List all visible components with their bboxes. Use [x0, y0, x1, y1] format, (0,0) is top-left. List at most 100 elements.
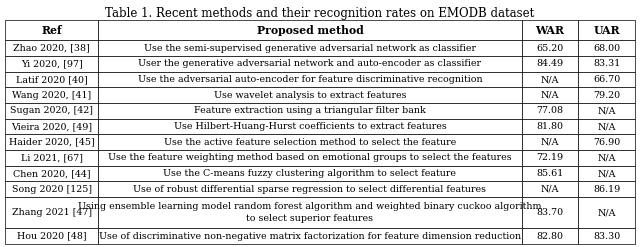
Bar [579, 87, 635, 103]
Bar [99, 197, 522, 228]
Text: 83.31: 83.31 [593, 59, 620, 68]
Bar [99, 134, 522, 150]
Text: N/A: N/A [541, 138, 559, 147]
Text: Use the semi-supervised generative adversarial network as classifier: Use the semi-supervised generative adver… [144, 44, 476, 53]
Text: N/A: N/A [597, 153, 616, 162]
Bar [99, 166, 522, 181]
Bar [579, 20, 635, 40]
Bar [5, 181, 99, 197]
Text: Use wavelet analysis to extract features: Use wavelet analysis to extract features [214, 91, 406, 100]
Bar [522, 228, 579, 244]
Bar [99, 56, 522, 72]
Bar [522, 87, 579, 103]
Text: Use Hilbert-Huang-Hurst coefficients to extract features: Use Hilbert-Huang-Hurst coefficients to … [173, 122, 446, 131]
Bar [579, 56, 635, 72]
Bar [5, 72, 99, 87]
Bar [5, 40, 99, 56]
Text: Sugan 2020, [42]: Sugan 2020, [42] [10, 106, 93, 115]
Text: 85.61: 85.61 [536, 169, 564, 178]
Bar [522, 134, 579, 150]
Text: 76.90: 76.90 [593, 138, 620, 147]
Text: Li 2021, [67]: Li 2021, [67] [20, 153, 83, 162]
Text: 83.30: 83.30 [593, 232, 620, 241]
Text: Wang 2020, [41]: Wang 2020, [41] [12, 91, 92, 100]
Bar [99, 72, 522, 87]
Bar [99, 181, 522, 197]
Text: 81.80: 81.80 [536, 122, 563, 131]
Text: Proposed method: Proposed method [257, 25, 364, 36]
Bar [579, 166, 635, 181]
Text: Use the active feature selection method to select the feature: Use the active feature selection method … [164, 138, 456, 147]
Bar [99, 20, 522, 40]
Text: UAR: UAR [593, 25, 620, 36]
Text: N/A: N/A [541, 185, 559, 194]
Text: Use the feature weighting method based on emotional groups to select the feature: Use the feature weighting method based o… [108, 153, 512, 162]
Text: 65.20: 65.20 [536, 44, 564, 53]
Bar [99, 103, 522, 119]
Text: 66.70: 66.70 [593, 75, 620, 84]
Bar [5, 56, 99, 72]
Bar [522, 20, 579, 40]
Text: N/A: N/A [597, 208, 616, 217]
Text: Use of robust differential sparse regression to select differential features: Use of robust differential sparse regres… [133, 185, 486, 194]
Text: Table 1. Recent methods and their recognition rates on EMODB dataset: Table 1. Recent methods and their recogn… [106, 7, 534, 20]
Bar [522, 150, 579, 166]
Text: Zhao 2020, [38]: Zhao 2020, [38] [13, 44, 90, 53]
Text: 82.80: 82.80 [536, 232, 563, 241]
Bar [579, 103, 635, 119]
Text: Song 2020 [125]: Song 2020 [125] [12, 185, 92, 194]
Bar [5, 166, 99, 181]
Text: N/A: N/A [597, 122, 616, 131]
Text: 83.70: 83.70 [536, 208, 563, 217]
Text: N/A: N/A [541, 75, 559, 84]
Bar [5, 197, 99, 228]
Text: 77.08: 77.08 [536, 106, 563, 115]
Bar [522, 40, 579, 56]
Text: Chen 2020, [44]: Chen 2020, [44] [13, 169, 90, 178]
Text: N/A: N/A [541, 91, 559, 100]
Text: 84.49: 84.49 [536, 59, 563, 68]
Bar [522, 72, 579, 87]
Text: Using ensemble learning model random forest algorithm and weighted binary cuckoo: Using ensemble learning model random for… [78, 202, 541, 223]
Bar [99, 119, 522, 134]
Text: 72.19: 72.19 [536, 153, 563, 162]
Text: WAR: WAR [536, 25, 564, 36]
Bar [579, 181, 635, 197]
Bar [5, 20, 99, 40]
Text: Haider 2020, [45]: Haider 2020, [45] [9, 138, 95, 147]
Bar [579, 150, 635, 166]
Bar [522, 103, 579, 119]
Bar [99, 40, 522, 56]
Bar [522, 181, 579, 197]
Text: Zhang 2021 [47]: Zhang 2021 [47] [12, 208, 92, 217]
Text: Feature extraction using a triangular filter bank: Feature extraction using a triangular fi… [194, 106, 426, 115]
Text: Ref: Ref [42, 25, 62, 36]
Bar [5, 228, 99, 244]
Bar [579, 228, 635, 244]
Text: User the generative adversarial network and auto-encoder as classifier: User the generative adversarial network … [138, 59, 481, 68]
Bar [579, 72, 635, 87]
Text: Hou 2020 [48]: Hou 2020 [48] [17, 232, 86, 241]
Bar [579, 40, 635, 56]
Text: Yi 2020, [97]: Yi 2020, [97] [20, 59, 83, 68]
Bar [5, 119, 99, 134]
Bar [522, 119, 579, 134]
Bar [579, 134, 635, 150]
Text: Use of discriminative non-negative matrix factorization for feature dimension re: Use of discriminative non-negative matri… [99, 232, 521, 241]
Text: 79.20: 79.20 [593, 91, 620, 100]
Text: N/A: N/A [597, 106, 616, 115]
Bar [522, 197, 579, 228]
Text: Vieira 2020, [49]: Vieira 2020, [49] [11, 122, 92, 131]
Text: 68.00: 68.00 [593, 44, 620, 53]
Bar [99, 150, 522, 166]
Bar [522, 166, 579, 181]
Text: 86.19: 86.19 [593, 185, 620, 194]
Bar [5, 134, 99, 150]
Bar [99, 87, 522, 103]
Bar [5, 103, 99, 119]
Bar [522, 56, 579, 72]
Text: Latif 2020 [40]: Latif 2020 [40] [16, 75, 88, 84]
Bar [579, 197, 635, 228]
Text: N/A: N/A [597, 169, 616, 178]
Bar [5, 150, 99, 166]
